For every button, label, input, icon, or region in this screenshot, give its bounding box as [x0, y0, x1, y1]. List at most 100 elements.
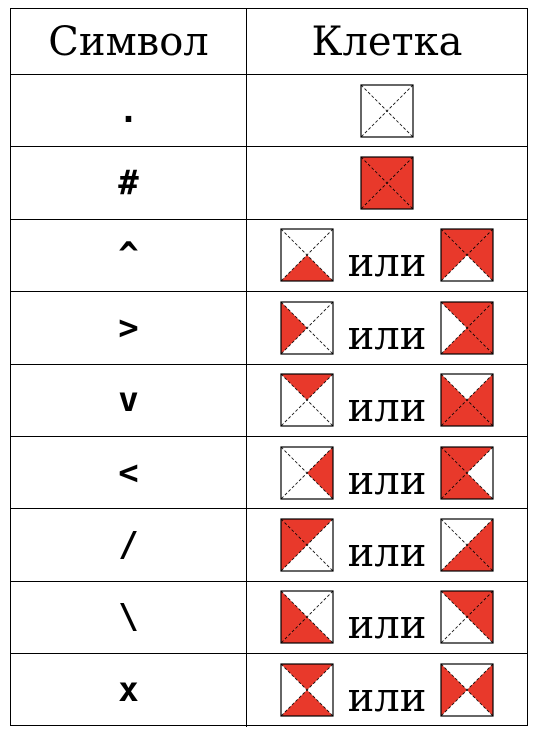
tile-triangle-top — [361, 157, 413, 184]
tile-diagonal — [441, 301, 494, 355]
cell-tile-icon — [440, 301, 494, 355]
tile-border — [280, 518, 334, 572]
symbol-cell: x — [11, 654, 247, 727]
tile-triangle-left — [280, 519, 307, 572]
tile-cell — [247, 147, 527, 220]
tile-triangle-bottom — [441, 327, 494, 354]
tile-diagonal — [441, 373, 494, 427]
tile-diagonal — [280, 229, 333, 282]
tile-border — [360, 84, 414, 138]
cell-tile-icon — [440, 518, 494, 572]
tile-triangle-right — [467, 591, 494, 644]
tile-triangle-top — [441, 446, 494, 473]
tile-triangle-top — [441, 591, 494, 618]
symbol-cell: / — [11, 509, 247, 582]
tile-triangle-right — [467, 301, 494, 354]
header-symbol: Символ — [11, 9, 247, 75]
cell-tile-icon — [280, 228, 334, 283]
tile-cell: или — [247, 437, 527, 510]
cell-tile-icon — [280, 446, 334, 500]
cell-tile-icon — [360, 156, 414, 210]
tile-triangle-bottom — [441, 472, 494, 499]
cell-tile-icon — [440, 228, 494, 283]
tile-triangle-right — [467, 229, 494, 282]
tile-triangle-top — [441, 301, 494, 328]
cell-tile-icon — [360, 84, 414, 138]
tile-triangle-top — [280, 664, 333, 691]
tile-diagonal — [280, 664, 333, 717]
symbol-cell: # — [11, 147, 247, 220]
tile-diagonal — [441, 446, 494, 499]
tile-diagonal — [280, 518, 333, 572]
tile-border — [280, 228, 334, 283]
cell-tile-icon — [280, 301, 334, 355]
tile-diagonal — [360, 84, 414, 137]
tile-border — [280, 663, 334, 717]
header-cell: Клетка — [247, 9, 527, 75]
or-label: или — [347, 675, 427, 722]
symbol-cell: < — [11, 436, 247, 510]
tile-cell: или — [247, 654, 527, 726]
cell-tile-icon — [280, 663, 334, 717]
tile-triangle-bottom — [280, 255, 333, 282]
symbol-cell: \ — [11, 581, 247, 655]
or-label: или — [347, 240, 427, 287]
tile-triangle-right — [306, 446, 333, 499]
cell-tile-icon — [440, 446, 494, 500]
tile-triangle-top — [441, 229, 494, 256]
tile-cell: или — [247, 582, 527, 655]
tile-diagonal — [280, 591, 333, 644]
tile-border — [280, 373, 334, 427]
tile-cell: или — [247, 220, 527, 293]
cell-tile-icon — [280, 373, 334, 427]
cell-tile-icon — [280, 590, 334, 645]
or-label: или — [347, 312, 427, 359]
tile-diagonal — [360, 156, 414, 210]
tile-triangle-right — [467, 519, 494, 572]
symbol-cell: . — [11, 75, 247, 148]
tile-diagonal — [280, 373, 333, 427]
tile-border — [440, 373, 494, 427]
tile-border — [440, 228, 494, 283]
or-label: или — [347, 457, 427, 504]
tile-border — [440, 590, 494, 645]
tile-triangle-bottom — [361, 183, 413, 210]
tile-diagonal — [441, 518, 494, 572]
tile-border — [440, 446, 494, 500]
tile-triangle-right — [387, 157, 413, 210]
tile-border — [280, 590, 334, 645]
tile-cell: или — [247, 509, 527, 582]
tile-triangle-bottom — [441, 400, 494, 427]
tile-triangle-bottom — [280, 617, 333, 644]
tile-triangle-left — [280, 591, 307, 644]
or-label: или — [347, 602, 427, 649]
tile-triangle-top — [280, 374, 333, 401]
symbol-cell: v — [11, 364, 247, 437]
tile-triangle-left — [280, 301, 307, 354]
tile-border — [440, 301, 494, 355]
tile-triangle-bottom — [441, 545, 494, 572]
tile-border — [440, 518, 494, 572]
symbol-cell: ^ — [11, 219, 247, 293]
cell-tile-icon — [440, 663, 494, 717]
or-label: или — [347, 530, 427, 577]
cell-tile-icon — [440, 373, 494, 427]
symbol-table: Символ Клетка . # ^ или > или v или < или / или \ или… — [10, 8, 528, 727]
tile-border — [280, 301, 334, 355]
tile-cell: или — [247, 365, 527, 437]
symbol-cell: > — [11, 292, 247, 365]
tile-border — [360, 156, 414, 210]
tile-cell: или — [247, 292, 527, 365]
cell-tile-icon — [440, 590, 494, 645]
cell-tile-icon — [280, 518, 334, 572]
tile-cell — [247, 75, 527, 148]
tile-triangle-left — [441, 664, 468, 717]
tile-triangle-left — [441, 229, 468, 282]
tile-triangle-right — [467, 664, 494, 717]
tile-diagonal — [441, 229, 494, 282]
or-label: или — [347, 385, 427, 432]
tile-border — [280, 446, 334, 500]
tile-triangle-bottom — [280, 690, 333, 717]
tile-diagonal — [280, 446, 333, 499]
tile-triangle-left — [441, 446, 468, 499]
